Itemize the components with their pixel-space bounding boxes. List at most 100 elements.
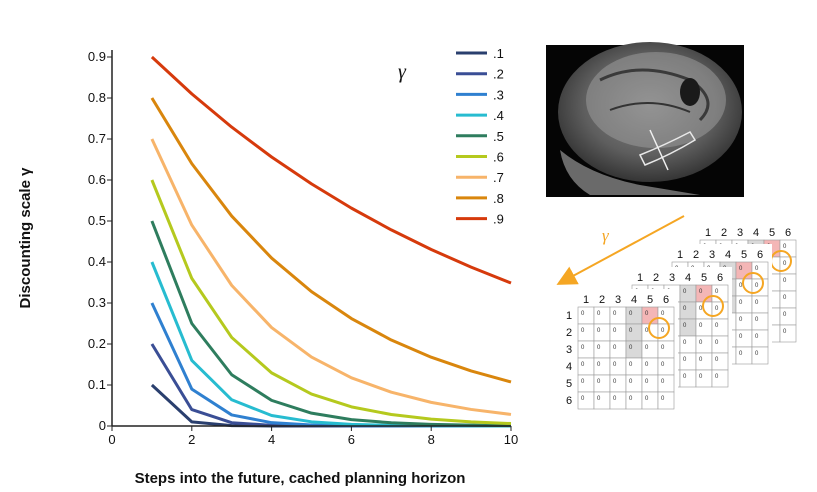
- grid-cell: [711, 369, 729, 388]
- grid-row-header: 2: [566, 327, 572, 339]
- grid-cell-value: 0: [715, 323, 719, 329]
- y-tick-label: 0.9: [88, 49, 106, 64]
- grid-cell-value: 0: [645, 396, 649, 402]
- legend-title: γ: [398, 61, 407, 83]
- grid-column-header: 4: [685, 272, 691, 284]
- grid-row-header: 6: [566, 395, 572, 407]
- grid-cell-value: 0: [613, 396, 617, 402]
- grid-cell-value: 0: [645, 379, 649, 385]
- y-tick-label: 0.5: [88, 213, 106, 228]
- grid-cell-value: 0: [783, 312, 787, 318]
- grid-column-header: 6: [785, 227, 791, 239]
- x-tick-label: 4: [268, 432, 275, 447]
- grid-cell-value: 0: [597, 328, 601, 334]
- grid-column-header: 5: [741, 249, 747, 261]
- grid-cell-value: 0: [755, 283, 759, 289]
- grid-cell-value: 0: [783, 278, 787, 284]
- grid-column-header: 4: [753, 227, 759, 239]
- highlight-circle: [702, 295, 724, 317]
- grid-column-header: 2: [653, 272, 659, 284]
- state-grid-stack: 1234560000000000000000000000000000000000…: [566, 222, 800, 413]
- grid-cell-value: 0: [597, 311, 601, 317]
- grid-row-header: 1: [566, 310, 572, 322]
- grid-column-header: 2: [721, 227, 727, 239]
- grid-cell-value: 0: [755, 351, 759, 357]
- y-tick-label: 0.4: [88, 254, 106, 269]
- grid-column-header: 5: [769, 227, 775, 239]
- grid-cell-value: 0: [645, 328, 649, 334]
- grid-cell-value: 0: [739, 317, 743, 323]
- x-tick-label: 0: [108, 432, 115, 447]
- legend-label: .9: [493, 212, 504, 227]
- legend: .1 .2 .3 .4 .5 .6 .7 .8 .9: [456, 46, 504, 227]
- series-line-g2: [150, 343, 511, 428]
- grid-cell-value: 0: [699, 306, 703, 312]
- grid-cell-value: 0: [783, 329, 787, 335]
- x-axis-ticks: 0 2 4 6 8 10: [108, 426, 518, 447]
- grid-column-header: 6: [717, 272, 723, 284]
- grid-column-header: 1: [637, 272, 643, 284]
- grid-cell-value: 0: [581, 345, 585, 351]
- y-tick-label: 0.6: [88, 172, 106, 187]
- y-axis-ticks: 0 0.1 0.2 0.3 0.4 0.5 0.6 0.7 0.8 0.9: [88, 49, 112, 433]
- grid-column-header: 2: [599, 294, 605, 306]
- grid-cell-value: 0: [581, 362, 585, 368]
- grid-column-header: 6: [663, 294, 669, 306]
- grid-cell-value: 0: [783, 261, 787, 267]
- grid-cell-value: 0: [645, 311, 649, 317]
- grid-column-header: 2: [693, 249, 699, 261]
- grid-cell-value: 0: [739, 300, 743, 306]
- grid-cell-value: 0: [683, 289, 687, 295]
- y-tick-label: 0.7: [88, 131, 106, 146]
- legend-label: .5: [493, 129, 504, 144]
- grid-cell-value: 0: [581, 379, 585, 385]
- grid-cell-value: 0: [661, 362, 665, 368]
- grid-column-header: 4: [631, 294, 637, 306]
- legend-label: .6: [493, 150, 504, 165]
- grid-cell-value: 0: [629, 379, 633, 385]
- grid-row-header: 5: [566, 378, 572, 390]
- grid-cell-value: 0: [581, 311, 585, 317]
- y-axis-title: Discounting scale γ: [17, 167, 34, 309]
- grid-cell-value: 0: [597, 396, 601, 402]
- grid-cell-value: 0: [597, 379, 601, 385]
- grid-column-header: 1: [705, 227, 711, 239]
- legend-label: .4: [493, 108, 504, 123]
- grid-cell-value: 0: [739, 351, 743, 357]
- grid-cell-value: 0: [755, 317, 759, 323]
- y-tick-label: 0.1: [88, 377, 106, 392]
- grid-cell-value: 0: [715, 374, 719, 380]
- grid-cell-value: 0: [715, 340, 719, 346]
- grid-cell-value: 0: [581, 396, 585, 402]
- grid-cell-value: 0: [661, 311, 665, 317]
- highlight-circle: [742, 272, 764, 294]
- grid-cell-value: 0: [613, 311, 617, 317]
- grid-cell-value: 0: [613, 328, 617, 334]
- y-tick-label: 0.8: [88, 90, 106, 105]
- brain-mri-image: [546, 42, 744, 197]
- grid-cell-value: 0: [699, 323, 703, 329]
- legend-label: .2: [493, 67, 504, 82]
- grid-column-header: 5: [647, 294, 653, 306]
- gamma-arrow-label: γ: [602, 226, 610, 245]
- grid-cell-value: 0: [683, 340, 687, 346]
- grid-cell-value: 0: [629, 362, 633, 368]
- grid-column-header: 3: [737, 227, 743, 239]
- y-tick-label: 0: [99, 418, 106, 433]
- grid-column-header: 4: [725, 249, 731, 261]
- grid-row-header: 4: [566, 361, 572, 373]
- legend-label: .3: [493, 87, 504, 102]
- grid-column-header: 6: [757, 249, 763, 261]
- grid-cell-value: 0: [739, 283, 743, 289]
- grid-column-header: 5: [701, 272, 707, 284]
- grid-cell-value: 0: [715, 289, 719, 295]
- grid-cell-value: 0: [581, 328, 585, 334]
- gamma-arrow: γ: [556, 215, 685, 285]
- grid-cell-value: 0: [739, 266, 743, 272]
- series-line-g6: [150, 179, 512, 426]
- grid-cell-value: 0: [645, 362, 649, 368]
- grid-cell-value: 0: [755, 334, 759, 340]
- y-tick-label: 0.2: [88, 336, 106, 351]
- grid-cell-value: 0: [699, 289, 703, 295]
